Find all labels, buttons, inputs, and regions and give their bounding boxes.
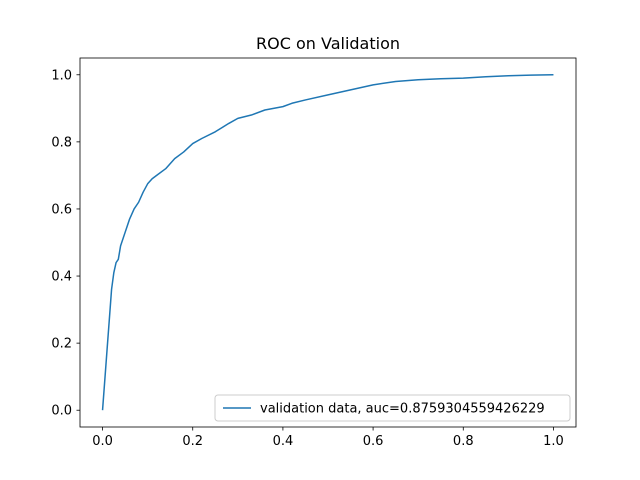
y-tick-label: 0.2 [51, 337, 72, 352]
legend: validation data, auc=0.8759304559426229 [214, 394, 571, 422]
axes-frame [79, 57, 577, 428]
x-tick-label: 0.4 [273, 434, 294, 449]
y-tick-label: 0.4 [51, 270, 72, 285]
y-tick-label: 1.0 [51, 68, 72, 83]
x-tick-label: 0.0 [92, 434, 113, 449]
legend-label: validation data, auc=0.8759304559426229 [260, 402, 545, 417]
x-tick-label: 0.8 [453, 434, 474, 449]
series-line-0 [101, 74, 554, 411]
y-tick-label: 0.0 [51, 404, 72, 419]
y-tick-label: 0.6 [51, 202, 72, 217]
y-tick-label: 0.8 [51, 135, 72, 150]
plot-layer [101, 74, 554, 411]
x-tick-label: 0.2 [182, 434, 203, 449]
legend-box [214, 394, 571, 422]
chart-title: ROC on Validation [256, 34, 400, 53]
x-tick-label: 1.0 [543, 434, 564, 449]
axes-layer: 0.0 0.2 0.4 0.6 0.8 1.0 0.0 0.2 0.4 0.6 0.8 1.0 [51, 57, 577, 449]
x-tick-label: 0.6 [363, 434, 384, 449]
